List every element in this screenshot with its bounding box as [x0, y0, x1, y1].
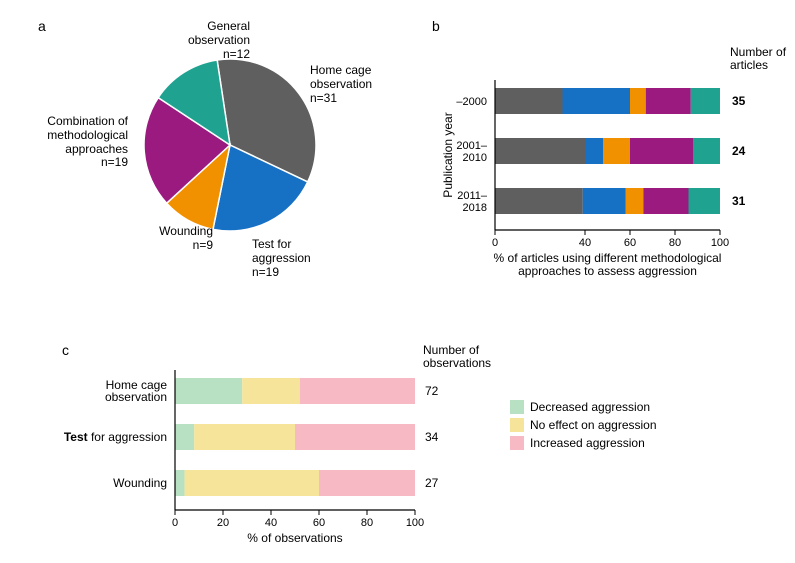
panel-b-seg-2011_2018-home_cage	[495, 188, 583, 214]
panel-b-seg-2001_2010-test_aggr	[585, 138, 603, 164]
svg-text:80: 80	[669, 237, 681, 249]
svg-text:articles: articles	[730, 58, 768, 72]
figure-page: { "panel_a": { "label": "a", "type": "pi…	[0, 0, 795, 563]
svg-text:60: 60	[313, 517, 325, 529]
svg-text:2018: 2018	[463, 202, 487, 214]
pie-label-wounding: Woundingn=9	[93, 225, 213, 253]
legend-label-no_effect: No effect on aggression	[530, 418, 657, 432]
svg-text:2011–: 2011–	[457, 190, 488, 202]
svg-text:% of observations: % of observations	[247, 531, 342, 545]
legend-label-decreased: Decreased aggression	[530, 400, 650, 414]
svg-text:27: 27	[425, 476, 439, 490]
panel-c-seg-test_aggr-increased	[295, 424, 415, 450]
svg-text:40: 40	[265, 517, 277, 529]
svg-text:35: 35	[732, 94, 746, 108]
svg-text:40: 40	[579, 237, 591, 249]
legend-swatch-decreased	[510, 400, 524, 414]
svg-text:60: 60	[624, 237, 636, 249]
svg-text:34: 34	[425, 430, 439, 444]
svg-text:72: 72	[425, 384, 439, 398]
panel-b-seg-pre2000-home_cage	[495, 88, 563, 114]
panel-c-seg-home_cage-no_effect	[242, 378, 300, 404]
panel-c-seg-wounding-no_effect	[185, 470, 319, 496]
legend-swatch-no_effect	[510, 418, 524, 432]
svg-text:2001–: 2001–	[456, 140, 487, 152]
panel-b-ylabel: Publication year	[441, 112, 455, 197]
legend-swatch-increased	[510, 436, 524, 450]
panel-b-seg-pre2000-wounding	[630, 88, 646, 114]
panel-c-seg-home_cage-increased	[300, 378, 415, 404]
pie-label-test_aggr: Test foraggressionn=19	[252, 238, 311, 279]
legend-item-increased: Increased aggression	[510, 436, 657, 450]
panel-c-seg-test_aggr-no_effect	[194, 424, 295, 450]
svg-text:% of articles using different: % of articles using different methodolog…	[494, 251, 722, 265]
svg-text:approaches to assess aggressio: approaches to assess aggression	[518, 264, 697, 278]
svg-text:100: 100	[406, 517, 424, 529]
svg-text:100: 100	[711, 237, 729, 249]
svg-text:24: 24	[732, 144, 746, 158]
panel-c-catlabel-wounding: Wounding	[113, 476, 167, 490]
panel-b-seg-2011_2018-combination	[644, 188, 689, 214]
svg-text:31: 31	[732, 194, 746, 208]
panel-c-legend: Decreased aggression No effect on aggress…	[510, 400, 657, 454]
panel-c-catlabel-home_cage: observation	[105, 390, 167, 404]
panel-c-seg-home_cage-decreased	[175, 378, 242, 404]
panel-c-seg-wounding-decreased	[175, 470, 185, 496]
svg-text:Number of: Number of	[423, 343, 480, 357]
legend-label-increased: Increased aggression	[530, 436, 645, 450]
panel-b-chart: Number ofarticles Publication year–2000 35…	[435, 20, 795, 300]
panel-b-seg-pre2000-combination	[646, 88, 691, 114]
svg-text:observations: observations	[423, 356, 491, 370]
panel-c-catlabel-test_aggr: Test for aggression	[64, 430, 167, 444]
panel-b-seg-2001_2010-home_cage	[495, 138, 585, 164]
svg-text:Number of: Number of	[730, 45, 787, 59]
panel-c-chart: Number ofobservationsHome cageobservatio…	[30, 340, 510, 560]
panel-b-seg-2011_2018-wounding	[626, 188, 644, 214]
panel-c-seg-wounding-increased	[319, 470, 415, 496]
svg-text:20: 20	[217, 517, 229, 529]
panel-b-seg-2001_2010-general_obs	[693, 138, 720, 164]
panel-b-seg-pre2000-general_obs	[691, 88, 720, 114]
panel-b-seg-2011_2018-general_obs	[689, 188, 721, 214]
svg-text:80: 80	[361, 517, 373, 529]
panel-b-seg-2011_2018-test_aggr	[583, 188, 626, 214]
svg-text:2010: 2010	[463, 152, 487, 164]
svg-text:0: 0	[492, 237, 498, 249]
legend-item-decreased: Decreased aggression	[510, 400, 657, 414]
svg-text:–2000: –2000	[456, 96, 487, 108]
panel-b-seg-2001_2010-wounding	[603, 138, 630, 164]
legend-item-no_effect: No effect on aggression	[510, 418, 657, 432]
pie-label-home_cage: Home cageobservationn=31	[310, 64, 372, 105]
panel-c-seg-test_aggr-decreased	[175, 424, 194, 450]
panel-b-seg-2001_2010-combination	[630, 138, 693, 164]
panel-b-seg-pre2000-test_aggr	[563, 88, 631, 114]
pie-label-general_obs: Generalobservationn=12	[130, 20, 250, 61]
svg-text:0: 0	[172, 517, 178, 529]
pie-label-combination: Combination ofmethodologicalapproachesn=…	[8, 115, 128, 170]
